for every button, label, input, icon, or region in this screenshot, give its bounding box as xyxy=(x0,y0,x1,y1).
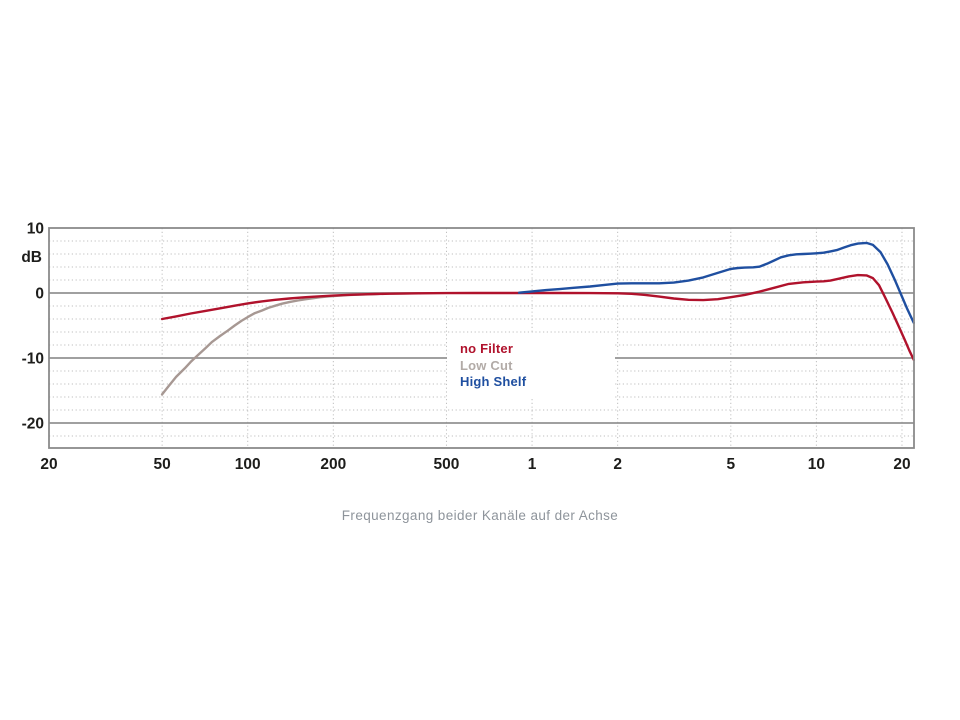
plot-border xyxy=(48,227,915,449)
x-tick-label: 500 xyxy=(434,456,460,473)
x-tick-label: 5 xyxy=(726,456,735,473)
series-high-shelf xyxy=(517,241,915,325)
chart-legend: no Filter Low Cut High Shelf xyxy=(447,333,615,398)
x-tick-label: 10 xyxy=(808,456,825,473)
x-tick-label: 50 xyxy=(154,456,171,473)
legend-item-no-filter: no Filter xyxy=(460,341,514,356)
x-tick-label: 20 xyxy=(893,456,910,473)
x-tick-label: 2 xyxy=(613,456,622,473)
y-tick-label: -10 xyxy=(22,351,44,368)
x-tick-label: 1 xyxy=(528,456,537,473)
chart-caption: Frequenzgang beider Kanäle auf der Achse xyxy=(341,508,619,523)
series-low-cut xyxy=(160,292,421,396)
x-tick-label: 20 xyxy=(40,456,57,473)
y-tick-label: -20 xyxy=(22,416,44,433)
x-tick-label: 100 xyxy=(235,456,261,473)
series-no-filter xyxy=(160,273,915,362)
legend-item-low-cut: Low Cut xyxy=(460,357,513,373)
legend-item-high-shelf: High Shelf xyxy=(460,374,527,389)
y-tick-label: 0 xyxy=(35,286,44,303)
y-tick-label: 10 xyxy=(27,221,44,238)
x-tick-label: 200 xyxy=(320,456,346,473)
y-axis-unit-label: dB xyxy=(21,249,42,266)
